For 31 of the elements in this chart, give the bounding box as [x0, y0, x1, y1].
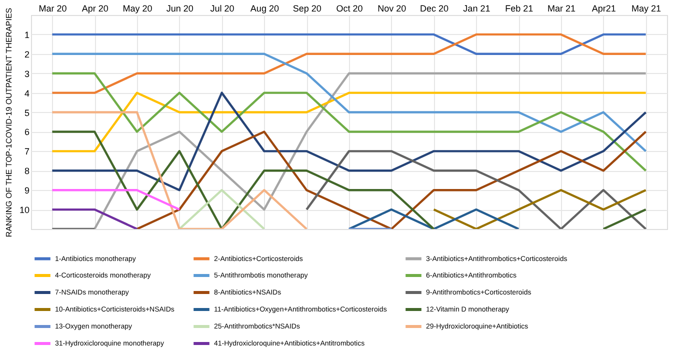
- x-tick-label: Jun 20: [166, 4, 194, 14]
- y-tick-label: 5: [24, 108, 30, 118]
- x-tick-label: Aug 20: [250, 4, 279, 14]
- x-tick-label: Jan 21: [463, 4, 490, 14]
- x-tick-label: Apr 20: [82, 4, 108, 14]
- line-series: [51, 33, 647, 94]
- y-tick-label: 6: [24, 127, 30, 138]
- y-tick-label: 10: [19, 205, 30, 216]
- x-tick-label: Mar 21: [547, 4, 576, 14]
- x-tick-label: Dec 20: [420, 4, 449, 14]
- x-tick-label: Jul 20: [210, 4, 234, 14]
- y-tick-label: 2: [24, 49, 30, 60]
- x-tick-label: Sep 20: [292, 4, 322, 14]
- line-series: [51, 92, 647, 192]
- y-tick-label: 3: [24, 68, 30, 79]
- line-series: [51, 52, 647, 152]
- x-tick-label: Oct 20: [336, 4, 363, 14]
- y-tick-label: 7: [24, 146, 30, 157]
- line-series: [51, 72, 647, 172]
- x-tick-label: Feb 21: [505, 4, 534, 14]
- y-tick-label: 1: [24, 30, 30, 40]
- x-tick-label: Nov 20: [378, 4, 406, 14]
- x-tick-label: May 20: [122, 4, 152, 14]
- x-tick-label: May 21: [632, 4, 662, 14]
- x-tick-label: Apr21: [592, 4, 616, 14]
- y-tick-label: 4: [24, 88, 30, 98]
- y-axis-title: RANKING OF THE TOP-1COVID-19 OUTPATIENT THERAPIES: [4, 8, 14, 238]
- y-tick-label: 9: [24, 186, 30, 196]
- x-tick-label: Mar 20: [38, 4, 67, 14]
- line-series: [94, 72, 647, 229]
- y-tick-label: 8: [24, 166, 30, 176]
